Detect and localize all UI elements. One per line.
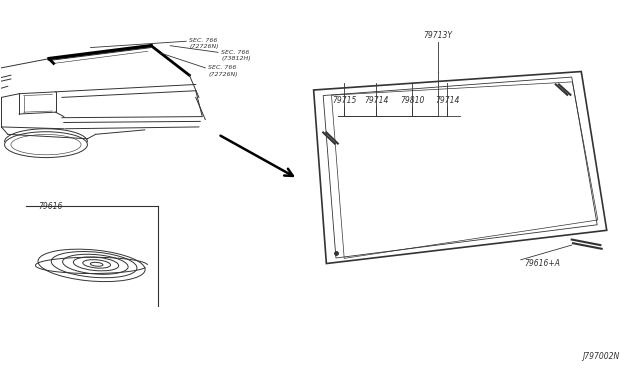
Text: 79713Y: 79713Y	[424, 31, 452, 40]
Text: 79810: 79810	[400, 96, 424, 105]
Text: 79714: 79714	[435, 96, 460, 105]
Text: SEC. 766: SEC. 766	[221, 50, 250, 55]
Text: SEC. 766: SEC. 766	[209, 65, 237, 70]
Text: (72726N): (72726N)	[189, 44, 219, 49]
Text: 79616: 79616	[38, 202, 63, 211]
Text: (73812H): (73812H)	[221, 56, 251, 61]
Text: SEC. 766: SEC. 766	[189, 38, 218, 43]
Text: 79616+A: 79616+A	[524, 259, 560, 268]
Text: (72726N): (72726N)	[209, 72, 238, 77]
Text: J797002N: J797002N	[582, 352, 620, 361]
Text: 79715: 79715	[332, 96, 356, 105]
Text: 79714: 79714	[364, 96, 388, 105]
